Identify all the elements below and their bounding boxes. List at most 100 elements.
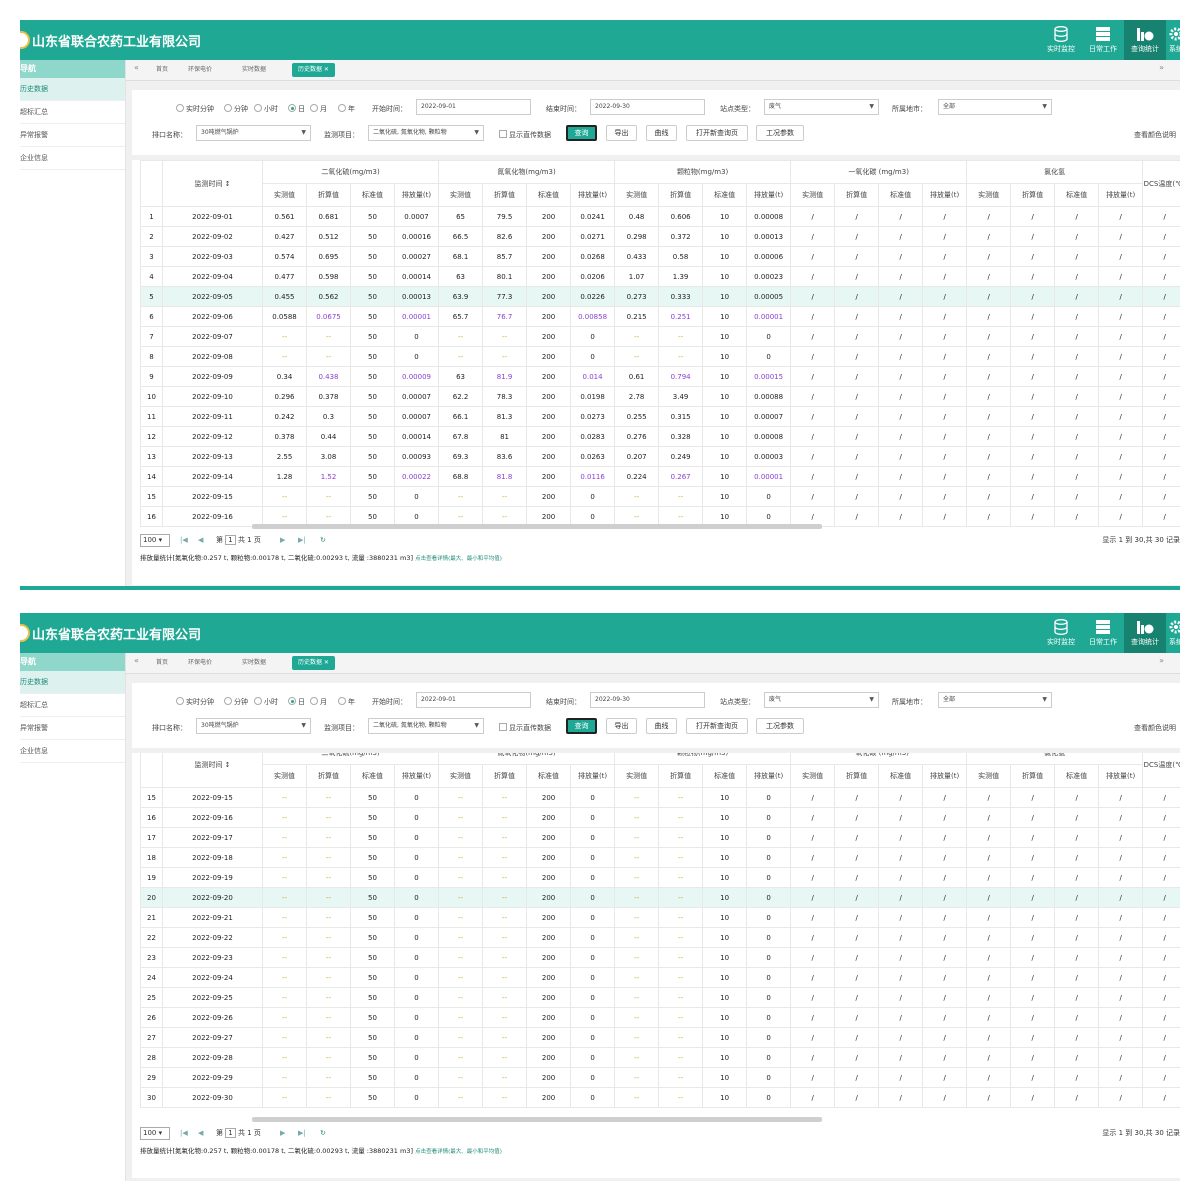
last-page-icon[interactable]: ▶| (298, 1129, 306, 1137)
table-row[interactable]: 5 2022-09-05 0.455 0.562 50 0.00013 63.9 77.3 20… (140, 286, 1180, 307)
col-time[interactable]: 监测时间 ↕ (162, 753, 263, 788)
table-row[interactable]: 14 2022-09-14 1.28 1.52 50 0.00022 68.8 81.8 200… (140, 466, 1180, 487)
table-row[interactable]: 20 2022-09-20 -- -- 50 0 -- -- 200 0 -- -- 10 0// / / / /… (140, 887, 1180, 908)
page-number-input[interactable]: 1 (225, 1128, 236, 1138)
table-row[interactable]: 17 2022-09-17 -- -- 50 0 -- -- 200 0 -- -- 10 0// / / / /… (140, 827, 1180, 848)
tab-env-price[interactable]: 环保电价 (188, 659, 213, 666)
sidebar-item-exceed-summary[interactable]: 超标汇总 (20, 694, 125, 717)
nav-daily-work[interactable]: 日常工作 (1082, 20, 1124, 60)
outlet-select[interactable]: 30吨燃气锅炉 ▼ (196, 125, 311, 141)
col-time[interactable]: 监测时间 ↕ (162, 160, 263, 207)
tab-scroll-left[interactable]: « (134, 63, 139, 72)
granularity-radio[interactable]: 小时 (254, 697, 278, 707)
start-time-input[interactable]: 2022-09-01 (416, 692, 531, 708)
sidebar-item-exceed-summary[interactable]: 超标汇总 (20, 101, 125, 124)
station-type-select[interactable]: 废气 ▼ (764, 99, 879, 115)
table-row[interactable]: 3 2022-09-03 0.574 0.695 50 0.00027 68.1 85.7 20… (140, 246, 1180, 267)
tab-history-data[interactable]: 历史数据 ✕ (292, 656, 335, 670)
table-row[interactable]: 10 2022-09-10 0.296 0.378 50 0.00007 62.2 78.3 2… (140, 386, 1180, 407)
city-select[interactable]: 全部 ▼ (938, 99, 1052, 115)
table-row[interactable]: 13 2022-09-13 2.55 3.08 50 0.00093 69.3 83.6 200… (140, 446, 1180, 467)
tab-scroll-right[interactable]: » (1159, 63, 1164, 72)
open-new-query-button[interactable]: 打开新查询页 (686, 718, 748, 734)
horizontal-scrollbar[interactable] (252, 1117, 822, 1122)
first-page-icon[interactable]: |◀ (180, 1129, 188, 1137)
granularity-radio[interactable]: 年 (338, 104, 355, 114)
outlet-select[interactable]: 30吨燃气锅炉 ▼ (196, 718, 311, 734)
monitor-item-select[interactable]: 二氧化硫, 氮氧化物, 颗粒物 ▼ (368, 125, 484, 141)
open-new-query-button[interactable]: 打开新查询页 (686, 125, 748, 141)
show-direct-checkbox[interactable]: 显示直传数据 (499, 130, 551, 140)
table-row[interactable]: 16 2022-09-16 -- -- 50 0 -- -- 200 0 -- -- 10 0// / / / /… (140, 506, 1180, 527)
table-row[interactable]: 7 2022-09-07 -- -- 50 0 -- -- 200 0 -- -- 10 0// / / / / /… (140, 326, 1180, 347)
color-legend-link[interactable]: 查看颜色说明 (1134, 724, 1176, 732)
curve-button[interactable]: 曲线 (646, 718, 677, 734)
table-row[interactable]: 16 2022-09-16 -- -- 50 0 -- -- 200 0 -- -- 10 0// / / / /… (140, 807, 1180, 828)
table-row[interactable]: 9 2022-09-09 0.34 0.438 50 0.00009 63 81.9 200 0.… (140, 366, 1180, 387)
sidebar-item-company[interactable]: 企业信息 (20, 147, 125, 170)
granularity-radio[interactable]: 日 (288, 697, 305, 707)
working-params-button[interactable]: 工况参数 (756, 125, 804, 141)
granularity-radio[interactable]: 分钟 (224, 104, 248, 114)
table-row[interactable]: 11 2022-09-11 0.242 0.3 50 0.00007 66.1 81.3 200… (140, 406, 1180, 427)
tab-realtime-data[interactable]: 实时数据 (242, 66, 267, 73)
table-row[interactable]: 27 2022-09-27 -- -- 50 0 -- -- 200 0 -- -- 10 0// / / / /… (140, 1027, 1180, 1048)
tab-home[interactable]: 首页 (156, 659, 169, 666)
monitor-item-select[interactable]: 二氧化硫, 氮氧化物, 颗粒物 ▼ (368, 718, 484, 734)
table-row[interactable]: 24 2022-09-24 -- -- 50 0 -- -- 200 0 -- -- 10 0// / / / /… (140, 967, 1180, 988)
first-page-icon[interactable]: |◀ (180, 536, 188, 544)
tab-env-price[interactable]: 环保电价 (188, 66, 213, 73)
next-page-icon[interactable]: ▶ (280, 1129, 286, 1137)
table-row[interactable]: 18 2022-09-18 -- -- 50 0 -- -- 200 0 -- -- 10 0// / / / /… (140, 847, 1180, 868)
table-row[interactable]: 6 2022-09-06 0.0588 0.0675 50 0.00001 65.7 76.7… (140, 306, 1180, 327)
granularity-radio[interactable]: 实时分钟 (176, 697, 214, 707)
nav-realtime-monitor[interactable]: 实时监控 (1040, 20, 1082, 60)
end-time-input[interactable]: 2022-09-30 (590, 99, 705, 115)
page-size-select[interactable]: 100 ▾ (140, 534, 170, 547)
curve-button[interactable]: 曲线 (646, 125, 677, 141)
sidebar-item-history[interactable]: 历史数据 (20, 671, 125, 694)
table-row[interactable]: 1 2022-09-01 0.561 0.681 50 0.0007 65 79.5 200 0.… (140, 206, 1180, 227)
start-time-input[interactable]: 2022-09-01 (416, 99, 531, 115)
nav-system[interactable]: 系统 (1166, 613, 1180, 653)
granularity-radio[interactable]: 小时 (254, 104, 278, 114)
table-row[interactable]: 22 2022-09-22 -- -- 50 0 -- -- 200 0 -- -- 10 0// / / / /… (140, 927, 1180, 948)
summary-detail-link[interactable]: 点击查看详情(最大、最小和平均值) (415, 1149, 502, 1155)
table-row[interactable]: 15 2022-09-15 -- -- 50 0 -- -- 200 0 -- -- 10 0// / / / /… (140, 787, 1180, 808)
refresh-icon[interactable]: ↻ (320, 1129, 326, 1137)
sidebar-item-history[interactable]: 历史数据 (20, 78, 125, 101)
nav-query-stats[interactable]: 查询统计 (1124, 613, 1166, 653)
next-page-icon[interactable]: ▶ (280, 536, 286, 544)
color-legend-link[interactable]: 查看颜色说明 (1134, 131, 1176, 139)
sidebar-item-alarm[interactable]: 异常报警 (20, 717, 125, 740)
granularity-radio[interactable]: 月 (310, 104, 327, 114)
sidebar-item-alarm[interactable]: 异常报警 (20, 124, 125, 147)
prev-page-icon[interactable]: ◀ (198, 1129, 204, 1137)
table-row[interactable]: 15 2022-09-15 -- -- 50 0 -- -- 200 0 -- -- 10 0// / / / /… (140, 486, 1180, 507)
export-button[interactable]: 导出 (606, 718, 637, 734)
tab-home[interactable]: 首页 (156, 66, 169, 73)
last-page-icon[interactable]: ▶| (298, 536, 306, 544)
table-row[interactable]: 23 2022-09-23 -- -- 50 0 -- -- 200 0 -- -- 10 0// / / / /… (140, 947, 1180, 968)
nav-daily-work[interactable]: 日常工作 (1082, 613, 1124, 653)
nav-system[interactable]: 系统 (1166, 20, 1180, 60)
page-size-select[interactable]: 100 ▾ (140, 1127, 170, 1140)
query-button[interactable]: 查询 (566, 125, 597, 141)
granularity-radio[interactable]: 分钟 (224, 697, 248, 707)
granularity-radio[interactable]: 月 (310, 697, 327, 707)
nav-query-stats[interactable]: 查询统计 (1124, 20, 1166, 60)
horizontal-scrollbar[interactable] (252, 524, 822, 529)
tab-scroll-right[interactable]: » (1159, 656, 1164, 665)
prev-page-icon[interactable]: ◀ (198, 536, 204, 544)
station-type-select[interactable]: 废气 ▼ (764, 692, 879, 708)
city-select[interactable]: 全部 ▼ (938, 692, 1052, 708)
tab-history-data[interactable]: 历史数据 ✕ (292, 63, 335, 77)
table-row[interactable]: 30 2022-09-30 -- -- 50 0 -- -- 200 0 -- -- 10 0// / / / /… (140, 1087, 1180, 1108)
end-time-input[interactable]: 2022-09-30 (590, 692, 705, 708)
query-button[interactable]: 查询 (566, 718, 597, 734)
summary-detail-link[interactable]: 点击查看详情(最大、最小和平均值) (415, 556, 502, 562)
table-row[interactable]: 2 2022-09-02 0.427 0.512 50 0.00016 66.5 82.6 20… (140, 226, 1180, 247)
table-row[interactable]: 25 2022-09-25 -- -- 50 0 -- -- 200 0 -- -- 10 0// / / / /… (140, 987, 1180, 1008)
granularity-radio[interactable]: 实时分钟 (176, 104, 214, 114)
table-row[interactable]: 21 2022-09-21 -- -- 50 0 -- -- 200 0 -- -- 10 0// / / / /… (140, 907, 1180, 928)
